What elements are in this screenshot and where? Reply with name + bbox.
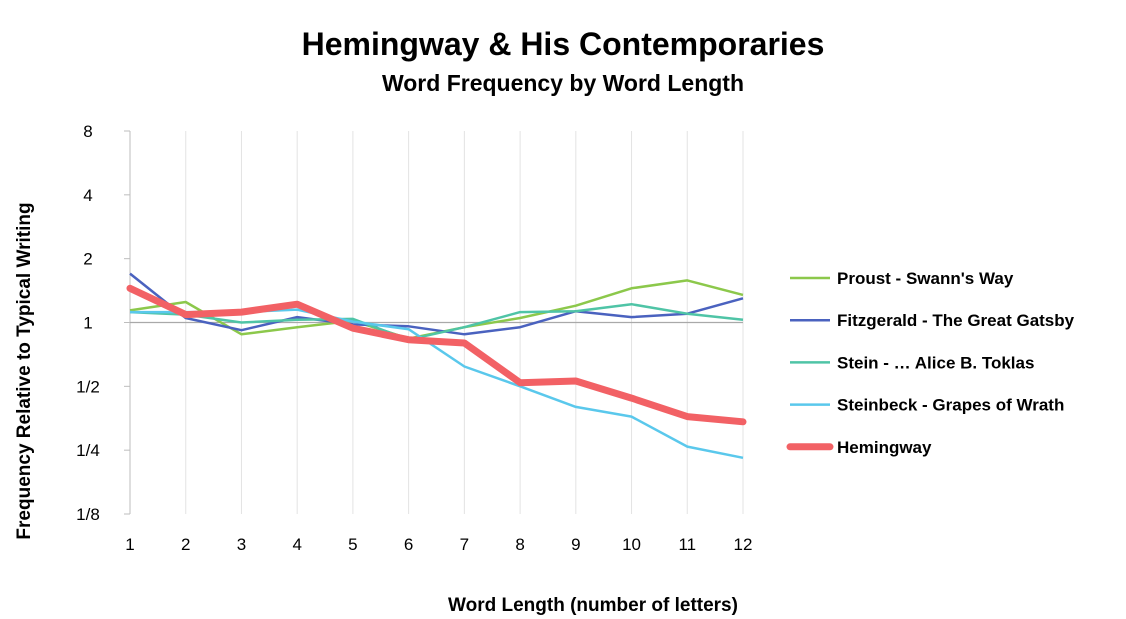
series-layer: [126, 272, 747, 460]
x-tick-label: 8: [515, 535, 524, 554]
x-tick-label: 5: [348, 535, 357, 554]
legend-label-proust-swann-s-way: Proust - Swann's Way: [837, 269, 1014, 288]
x-tick-label: 1: [125, 535, 134, 554]
x-tick-label: 6: [404, 535, 413, 554]
x-tick-label: 9: [571, 535, 580, 554]
legend-label-fitzgerald-the-great-gatsby: Fitzgerald - The Great Gatsby: [837, 311, 1075, 330]
legend-label-stein-alice-b-toklas: Stein - … Alice B. Toklas: [837, 353, 1034, 372]
x-tick-label: 11: [678, 535, 696, 554]
x-tick-label: 10: [622, 535, 641, 554]
legend-label-hemingway: Hemingway: [837, 438, 932, 457]
y-tick-label: 1/2: [76, 377, 100, 396]
series-line-hemingway: [126, 284, 747, 426]
y-tick-label: 2: [83, 250, 92, 269]
x-tick-label: 7: [460, 535, 469, 554]
y-tick-label: 8: [83, 122, 92, 141]
legend: Proust - Swann's Way Fitzgerald - The Gre…: [786, 269, 1075, 457]
chart-title: Hemingway & His Contemporaries: [301, 26, 825, 62]
x-tick-label: 12: [734, 535, 753, 554]
series-line-fitzgerald-the-great-gatsby: [129, 272, 744, 336]
x-tick-label: 4: [292, 535, 301, 554]
legend-label-steinbeck-grapes-of-wrath: Steinbeck - Grapes of Wrath: [837, 396, 1064, 415]
x-tick-label: 3: [237, 535, 246, 554]
y-tick-label: 1/8: [76, 505, 100, 524]
x-axis-label: Word Length (number of letters): [448, 595, 738, 616]
chart-subtitle: Word Frequency by Word Length: [381, 70, 745, 96]
y-tick-label: 1/4: [76, 441, 100, 460]
x-tick-label: 2: [181, 535, 190, 554]
series-line-stein-alice-b-toklas: [129, 302, 744, 341]
y-tick-label: 1: [83, 314, 92, 333]
y-axis-label: Frequency Relative to Typical Writing: [14, 202, 35, 539]
y-tick-label: 4: [83, 186, 92, 205]
